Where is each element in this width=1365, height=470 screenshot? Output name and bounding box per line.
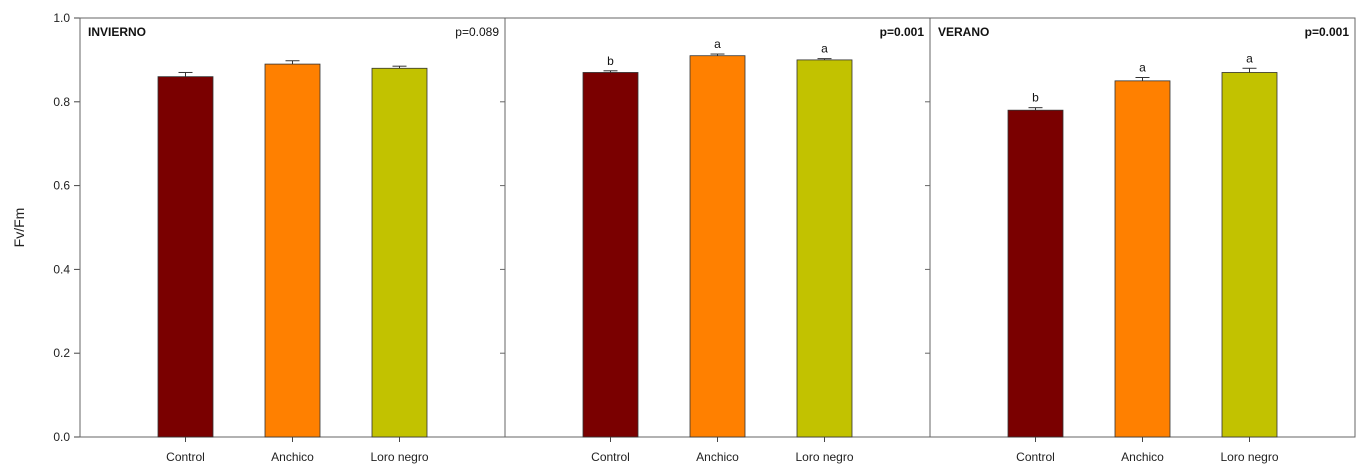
significance-letter: a [714,37,721,51]
panel-title: VERANO [938,25,989,39]
category-label: Loro negro [1220,450,1278,464]
y-tick-label: 0.2 [53,346,70,360]
category-label: Loro negro [795,450,853,464]
y-tick-label: 0.0 [53,430,70,444]
p-value: p=0.001 [1305,25,1350,39]
category-label: Anchico [696,450,739,464]
significance-letter: a [1246,51,1253,65]
y-tick-label: 0.4 [53,262,70,276]
bar [796,59,853,438]
category-label: Loro negro [370,450,428,464]
category-label: Anchico [271,450,314,464]
category-label: Anchico [1121,450,1164,464]
significance-letter: a [821,42,828,56]
y-axis-title: Fv/Fm [11,208,27,248]
category-label: Control [591,450,630,464]
bar [582,72,639,438]
category-label: Control [166,450,205,464]
y-tick-label: 0.6 [53,179,70,193]
panel-title: INVIERNO [88,25,146,39]
p-value: p=0.001 [880,25,925,39]
bar [1221,72,1278,438]
significance-letter: b [1032,91,1039,105]
y-tick-label: 1.0 [53,11,70,25]
bar [264,63,321,438]
category-label: Control [1016,450,1055,464]
p-value: p=0.089 [455,25,499,39]
bar [1007,109,1064,438]
bar [689,55,746,438]
y-tick-label: 0.8 [53,95,70,109]
bar [157,76,214,438]
bar [1114,80,1171,438]
bar [371,67,428,438]
significance-letter: b [607,54,614,68]
significance-letter: a [1139,60,1146,74]
